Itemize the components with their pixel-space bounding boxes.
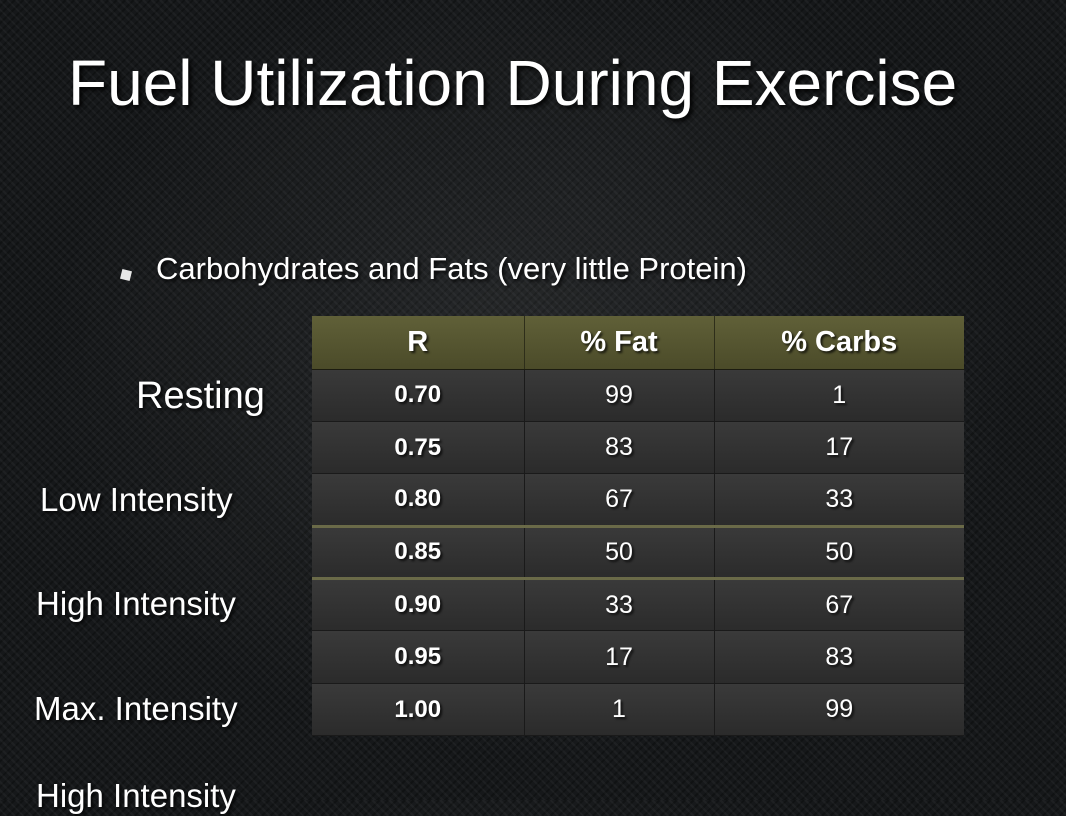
bullet-text: Carbohydrates and Fats (very little Prot…	[156, 251, 747, 286]
table-row: 0.70 99 1	[312, 369, 964, 422]
table-row: 0.85 50 50	[312, 526, 964, 581]
cell-fat: 33	[524, 578, 715, 632]
cell-carbs: 50	[714, 526, 964, 581]
header-fat: % Fat	[524, 316, 715, 370]
table-row: 0.95 17 83	[312, 630, 964, 684]
cell-r: 0.75	[312, 421, 525, 475]
table-row: 0.90 33 67	[312, 578, 964, 632]
table-row: 0.75 83 17	[312, 421, 964, 475]
label-high-intensity-cutoff: High Intensity	[36, 777, 236, 814]
label-resting: Resting	[136, 375, 265, 417]
cell-r: 0.90	[312, 578, 525, 632]
cell-carbs: 17	[714, 421, 964, 475]
square-bullet-icon	[120, 269, 132, 281]
label-max-intensity: Max. Intensity	[34, 690, 238, 727]
cell-r: 1.00	[312, 683, 525, 737]
cell-carbs: 33	[714, 473, 964, 528]
table-header-row: R % Fat % Carbs	[312, 316, 964, 370]
cell-r: 0.80	[312, 473, 525, 528]
cell-carbs: 1	[714, 369, 964, 422]
cell-fat: 1	[524, 683, 715, 737]
bullet-item: Carbohydrates and Fats (very little Prot…	[120, 244, 747, 294]
cell-r: 0.95	[312, 630, 525, 684]
slide-title: Fuel Utilization During Exercise	[68, 47, 958, 119]
cell-carbs: 83	[714, 630, 964, 684]
label-high-intensity: High Intensity	[36, 585, 236, 622]
header-r: R	[312, 316, 525, 370]
table-row: 0.80 67 33	[312, 473, 964, 528]
fuel-utilization-table: R % Fat % Carbs 0.70 99 1 0.75 83 17 0.8…	[312, 316, 964, 737]
cell-fat: 17	[524, 630, 715, 684]
cell-r: 0.85	[312, 526, 525, 581]
cell-fat: 83	[524, 421, 715, 475]
cell-fat: 50	[524, 526, 715, 581]
cell-fat: 67	[524, 473, 715, 528]
header-carbs: % Carbs	[714, 316, 964, 370]
table-row: 1.00 1 99	[312, 683, 964, 737]
cell-carbs: 99	[714, 683, 964, 737]
cell-fat: 99	[524, 369, 715, 422]
cell-r: 0.70	[312, 369, 525, 422]
cell-carbs: 67	[714, 578, 964, 632]
label-low-intensity: Low Intensity	[40, 481, 233, 518]
